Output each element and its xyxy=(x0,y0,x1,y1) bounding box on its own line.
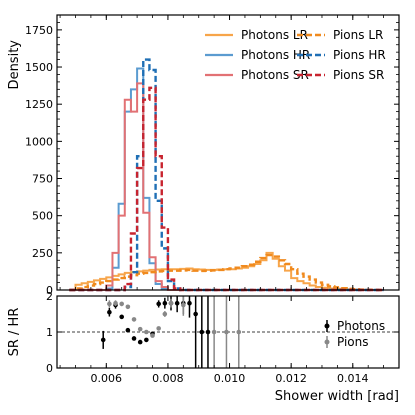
legend-label-pions-lr: Pions LR xyxy=(333,28,383,42)
ratio-legend: Photons Pions xyxy=(324,319,385,349)
ratio-x-tick-label: 0.014 xyxy=(337,372,369,385)
ratio-photons-point xyxy=(193,311,198,317)
ratio-pions-point xyxy=(137,326,143,332)
histogram-series-pions-lr xyxy=(69,253,384,292)
histogram-x-ticks xyxy=(59,15,400,290)
histogram-y-tick-label: 1750 xyxy=(25,24,53,37)
ratio-x-axis-label: Shower width [rad] xyxy=(275,389,399,404)
ratio-pions-point xyxy=(131,317,137,322)
histogram-y-tick-label: 1000 xyxy=(25,135,53,148)
ratio-y-axis-label: SR / HR xyxy=(7,308,22,357)
histogram-panel: 0 250 500 750 1000 1250 1500 1750 Density Photo… xyxy=(7,14,400,297)
ratio-photons-point xyxy=(100,337,106,343)
ratio-photons-point xyxy=(144,337,149,343)
ratio-panel: 0 1 2 0.006 0.008 0.010 0.012 0.014 SR / HR Sh… xyxy=(7,290,400,404)
ratio-photons-point xyxy=(199,329,205,335)
histogram-series-photons-lr xyxy=(69,251,384,291)
ratio-photons-point xyxy=(174,300,180,306)
histogram-plot-frame xyxy=(56,14,400,291)
ratio-y-tick-label: 1 xyxy=(46,326,53,339)
ratio-pions-point xyxy=(168,300,174,306)
ratio-photons-point xyxy=(162,300,168,306)
histogram-y-tick-label: 500 xyxy=(32,210,53,223)
ratio-y-tick-label: 0 xyxy=(46,362,53,375)
ratio-pions-point xyxy=(144,329,149,335)
ratio-x-tick-label: 0.006 xyxy=(91,372,123,385)
ratio-pions-point xyxy=(150,333,155,338)
histogram-y-axis-label: Density xyxy=(7,40,22,90)
ratio-photons-point xyxy=(119,314,125,320)
histogram-legend: Photons LR Photons HR Photons SR Pions LR Pi… xyxy=(205,28,386,82)
ratio-pions-point xyxy=(107,301,112,307)
histogram-series-pions-sr xyxy=(69,86,384,292)
ratio-legend-marker-photons xyxy=(324,323,330,329)
legend-label-pions-sr: Pions SR xyxy=(333,68,384,82)
histogram-y-tick-label: 1250 xyxy=(25,98,53,111)
ratio-x-tick-label: 0.010 xyxy=(214,372,246,385)
histogram-y-tick-label: 250 xyxy=(32,247,53,260)
ratio-pions-point xyxy=(224,329,229,335)
ratio-x-ticks: 0.006 0.008 0.010 0.012 0.014 xyxy=(59,296,400,385)
ratio-y-ticks: 0 1 2 xyxy=(46,290,399,375)
ratio-photons-point xyxy=(187,300,192,306)
ratio-photons-point xyxy=(156,301,161,307)
ratio-legend-label-pions: Pions xyxy=(337,335,369,349)
histogram-y-tick-label: 1500 xyxy=(25,61,53,74)
histogram-series-photons-sr xyxy=(69,82,384,291)
legend-label-pions-hr: Pions HR xyxy=(333,48,386,62)
legend-label-photons-lr: Photons LR xyxy=(241,28,308,42)
ratio-photons-point xyxy=(137,339,143,345)
histogram-y-tick-label: 750 xyxy=(32,173,53,186)
ratio-photons-point xyxy=(125,327,131,333)
ratio-pions-point xyxy=(156,326,161,331)
ratio-pions-point xyxy=(113,300,118,306)
legend-label-photons-sr: Photons SR xyxy=(241,68,309,82)
ratio-x-tick-label: 0.008 xyxy=(152,372,184,385)
ratio-pions-point xyxy=(119,301,125,307)
ratio-photons-point xyxy=(205,329,211,335)
ratio-pions-point xyxy=(236,329,242,335)
ratio-legend-label-photons: Photons xyxy=(337,319,385,333)
histogram-y-ticks: 0 250 500 750 1000 1250 1500 1750 xyxy=(25,22,399,297)
ratio-pions-point xyxy=(125,304,131,310)
legend-label-photons-hr: Photons HR xyxy=(241,48,310,62)
ratio-legend-marker-pions xyxy=(324,339,330,345)
ratio-photons-point xyxy=(131,336,137,341)
ratio-photons-point xyxy=(107,309,112,315)
histogram-y-tick-label: 0 xyxy=(46,284,53,297)
histogram-series-pions-hr xyxy=(69,58,384,292)
ratio-y-tick-label: 2 xyxy=(46,290,53,303)
ratio-pions-point xyxy=(211,329,217,335)
ratio-pions-point xyxy=(162,311,168,317)
histogram-series-photons-hr xyxy=(69,67,384,291)
ratio-x-tick-label: 0.012 xyxy=(275,372,307,385)
ratio-pions-point xyxy=(181,302,186,308)
histogram-series-group xyxy=(69,58,384,292)
ratio-series-group xyxy=(100,296,242,368)
